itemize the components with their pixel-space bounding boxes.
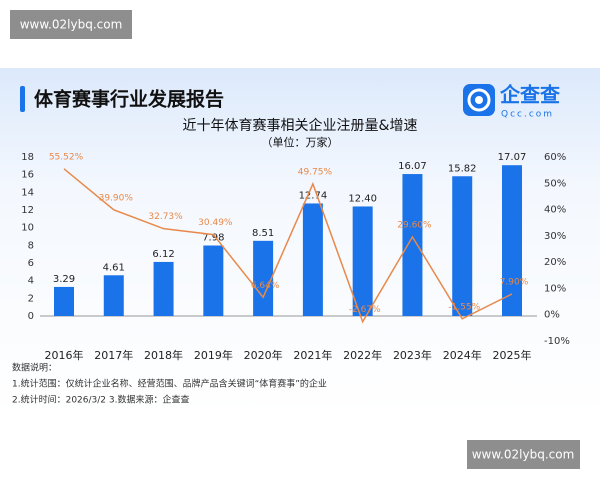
logo-domain: Qcc.com: [501, 110, 554, 120]
y-tick-label: 6: [28, 258, 34, 269]
y-tick-label: 14: [21, 187, 34, 198]
x-tick-label: 2020年: [244, 348, 283, 362]
x-tick-label: 2025年: [493, 348, 532, 362]
bar-value-label: 4.61: [103, 262, 125, 273]
line-value-label: 32.73%: [148, 212, 183, 222]
y-tick-label: 2: [28, 293, 34, 304]
bar: [54, 286, 74, 316]
bar-value-label: 17.07: [498, 152, 527, 163]
watermark: www.02lybq.com: [20, 18, 123, 32]
x-tick-label: 2022年: [343, 348, 382, 362]
logo-icon-ring: [467, 88, 491, 112]
line-value-label: 49.75%: [298, 167, 333, 177]
bar: [452, 176, 473, 316]
y2-tick-label: 0%: [544, 310, 560, 321]
bar-value-label: 6.12: [152, 249, 174, 260]
y2-tick-label: 40%: [544, 205, 566, 216]
line-value-label: -2.67%: [349, 305, 381, 315]
bar: [103, 275, 124, 316]
note: 数据说明：: [12, 362, 57, 374]
line-value-label: 39.90%: [99, 193, 134, 203]
logo-name: 企查查: [499, 83, 560, 107]
watermark-box: [467, 440, 580, 469]
bar-value-label: 3.29: [53, 274, 75, 285]
report-panel: [0, 68, 600, 416]
watermark: www.02lybq.com: [472, 448, 575, 462]
header-title: 体育赛事行业发展报告: [34, 88, 224, 111]
growth-line: [63, 168, 513, 324]
y2-tick-label: 60%: [544, 152, 566, 163]
y-tick-label: 16: [21, 170, 34, 181]
bar-value-label: 12.74: [299, 190, 328, 201]
bar: [352, 206, 373, 316]
bar: [203, 245, 224, 316]
y-tick-label: 4: [28, 276, 34, 287]
line-value-label: 55.52%: [49, 152, 84, 162]
y2-tick-label: 10%: [544, 283, 566, 294]
logo: 企查查 Qcc.com: [463, 83, 560, 120]
x-tick-label: 2018年: [144, 348, 183, 362]
y2-tick-label: -10%: [544, 336, 570, 347]
x-tick-label: 2016年: [45, 348, 84, 362]
line-value-label: 29.60%: [397, 220, 432, 230]
bar-value-label: 8.51: [252, 228, 274, 239]
y-tick-label: 8: [28, 240, 34, 251]
y-tick-label: 18: [21, 152, 34, 163]
x-tick-label: 2019年: [194, 348, 233, 362]
line-value-label: -1.55%: [448, 302, 480, 312]
bar: [253, 240, 274, 316]
bar-value-label: 7.98: [202, 233, 224, 244]
note: 1.统计范围：仅统计企业名称、经营范围、品牌产品含关键词“体育赛事”的企业: [12, 378, 327, 390]
bar: [402, 174, 423, 316]
bar: [153, 261, 174, 316]
y2-tick-label: 50%: [544, 178, 566, 189]
plot: 0 2 4 6 8 10 12 14 16 18 -10% 0% 10% 20% 30% 40% 50% 60% 2…: [21, 152, 570, 362]
bar-value-label: 15.82: [448, 163, 477, 174]
line-value-label: 30.49%: [198, 218, 233, 228]
chart-subtitle: （单位：万家）: [262, 135, 339, 149]
y-tick-label: 10: [21, 223, 34, 234]
x-tick-label: 2023年: [393, 348, 432, 362]
title-accent: [20, 86, 25, 112]
y-tick-label: 0: [28, 311, 34, 322]
x-tick-label: 2017年: [94, 348, 133, 362]
note: 2.统计时间：2026/3/2 3.数据来源：企查查: [12, 394, 189, 406]
x-tick-label: 2024年: [443, 348, 482, 362]
chart-title: 近十年体育赛事相关企业注册量&增速: [183, 117, 418, 134]
watermark-box: [10, 10, 132, 39]
logo-icon-dot: [475, 96, 483, 104]
x-tick-label: 2021年: [293, 348, 332, 362]
y2-tick-label: 20%: [544, 257, 566, 268]
line-value-label: 6.64%: [251, 281, 280, 291]
bar: [302, 203, 323, 316]
bar-value-label: 16.07: [398, 161, 427, 172]
bar-value-label: 12.40: [348, 193, 377, 204]
y-tick-label: 12: [21, 205, 34, 216]
bar: [502, 165, 522, 316]
line-value-label: 7.90%: [500, 277, 529, 287]
y2-tick-label: 30%: [544, 231, 566, 242]
